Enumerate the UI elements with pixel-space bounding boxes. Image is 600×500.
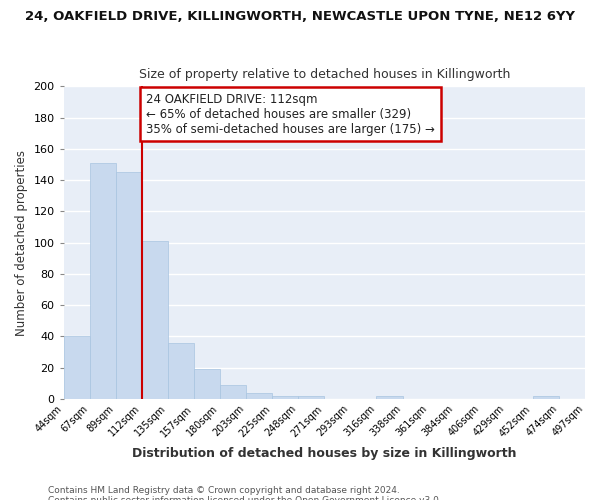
- Bar: [272, 396, 298, 399]
- Bar: [376, 396, 403, 399]
- Bar: [64, 336, 90, 399]
- Text: 24, OAKFIELD DRIVE, KILLINGWORTH, NEWCASTLE UPON TYNE, NE12 6YY: 24, OAKFIELD DRIVE, KILLINGWORTH, NEWCAS…: [25, 10, 575, 23]
- Text: 24 OAKFIELD DRIVE: 112sqm
← 65% of detached houses are smaller (329)
35% of semi: 24 OAKFIELD DRIVE: 112sqm ← 65% of detac…: [146, 92, 434, 136]
- Bar: [533, 396, 559, 399]
- Bar: [220, 384, 246, 399]
- X-axis label: Distribution of detached houses by size in Killingworth: Distribution of detached houses by size …: [132, 447, 517, 460]
- Bar: [194, 369, 220, 399]
- Text: Contains public sector information licensed under the Open Government Licence v3: Contains public sector information licen…: [48, 496, 442, 500]
- Bar: [90, 163, 116, 399]
- Text: Contains HM Land Registry data © Crown copyright and database right 2024.: Contains HM Land Registry data © Crown c…: [48, 486, 400, 495]
- Bar: [168, 342, 194, 399]
- Bar: [298, 396, 325, 399]
- Title: Size of property relative to detached houses in Killingworth: Size of property relative to detached ho…: [139, 68, 510, 81]
- Y-axis label: Number of detached properties: Number of detached properties: [15, 150, 28, 336]
- Bar: [142, 241, 168, 399]
- Bar: [116, 172, 142, 399]
- Bar: [246, 392, 272, 399]
